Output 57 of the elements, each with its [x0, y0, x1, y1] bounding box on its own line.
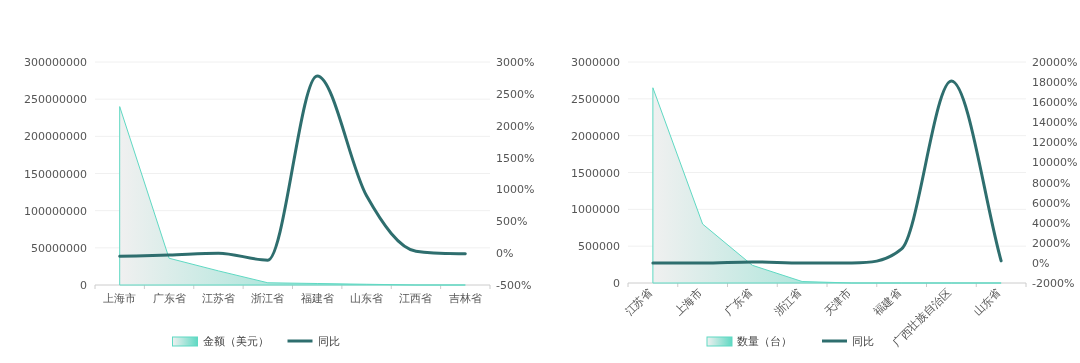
y-tick-label: 0: [80, 279, 87, 292]
x-tick-label: 浙江省: [771, 285, 805, 319]
y-tick-label: 300000000: [24, 56, 87, 69]
x-tick-label: 江西省: [399, 292, 433, 305]
y2-tick-label: 2500%: [496, 87, 535, 101]
x-tick-label: 吉林省: [448, 292, 482, 305]
y-tick-label: 1500000: [571, 166, 620, 180]
y-tick-label: 50000000: [31, 241, 87, 255]
legend-数量（台）: 数量（台）: [706, 335, 792, 348]
x-tick-label: 江苏省: [622, 285, 655, 319]
legend-同比: 同比: [822, 335, 874, 348]
y2-tick-label: 0%: [1032, 256, 1050, 270]
y-tick-label: 500000: [578, 240, 620, 254]
y-tick-label: 150000000: [24, 167, 87, 181]
y-tick-label: 2000000: [571, 129, 620, 143]
y2-tick-label: 6000%: [1032, 196, 1071, 210]
y2-tick-label: 12000%: [1032, 136, 1078, 150]
y-tick-label: 0: [613, 277, 620, 290]
x-tick-label: 浙江省: [251, 292, 285, 305]
y2-tick-label: 18000%: [1032, 76, 1078, 90]
y2-tick-label: 16000%: [1032, 96, 1078, 110]
y2-tick-label: 2000%: [496, 119, 535, 133]
y2-tick-label: 4000%: [1032, 216, 1071, 230]
y-tick-label: 2500000: [571, 92, 620, 106]
y2-tick-label: -2000%: [1032, 277, 1075, 290]
y2-tick-label: 14000%: [1032, 116, 1078, 130]
x-tick-label: 天津市: [821, 285, 854, 319]
x-tick-label: 山东省: [970, 285, 1004, 319]
y2-tick-label: 3000%: [496, 56, 535, 69]
y2-tick-label: 1500%: [496, 151, 535, 165]
y-tick-label: 250000000: [24, 93, 87, 107]
y-tick-label: 1000000: [571, 203, 620, 217]
x-tick-label: 福建省: [300, 292, 334, 305]
y-tick-label: 200000000: [24, 130, 87, 144]
x-tick-label: 广东省: [152, 292, 186, 305]
y2-tick-label: 500%: [496, 215, 528, 229]
x-tick-label: 江苏省: [201, 292, 235, 305]
legend-同比: 同比: [287, 335, 340, 348]
legend-金额（美元）: 金额（美元）: [172, 335, 269, 348]
x-tick-label: 上海市: [103, 292, 137, 305]
y2-tick-label: 8000%: [1032, 176, 1071, 190]
x-tick-label: 福建省: [871, 285, 904, 319]
y2-tick-label: 10000%: [1032, 156, 1078, 170]
x-tick-label: 上海市: [672, 285, 705, 319]
y2-tick-label: -500%: [496, 279, 532, 292]
y2-tick-label: 20000%: [1032, 56, 1078, 69]
y2-tick-label: 0%: [496, 247, 514, 261]
y-tick-label: 100000000: [24, 204, 87, 218]
y2-tick-label: 2000%: [1032, 236, 1071, 250]
x-tick-label: 山东省: [350, 292, 384, 305]
y-tick-label: 3000000: [571, 56, 620, 69]
legend-label: 数量（台）: [737, 335, 792, 348]
y2-tick-label: 1000%: [496, 183, 535, 197]
legend-label: 同比: [852, 335, 874, 348]
legend-label: 同比: [317, 335, 340, 348]
x-tick-label: 广东省: [721, 285, 755, 319]
legend-label: 金额（美元）: [202, 335, 269, 348]
